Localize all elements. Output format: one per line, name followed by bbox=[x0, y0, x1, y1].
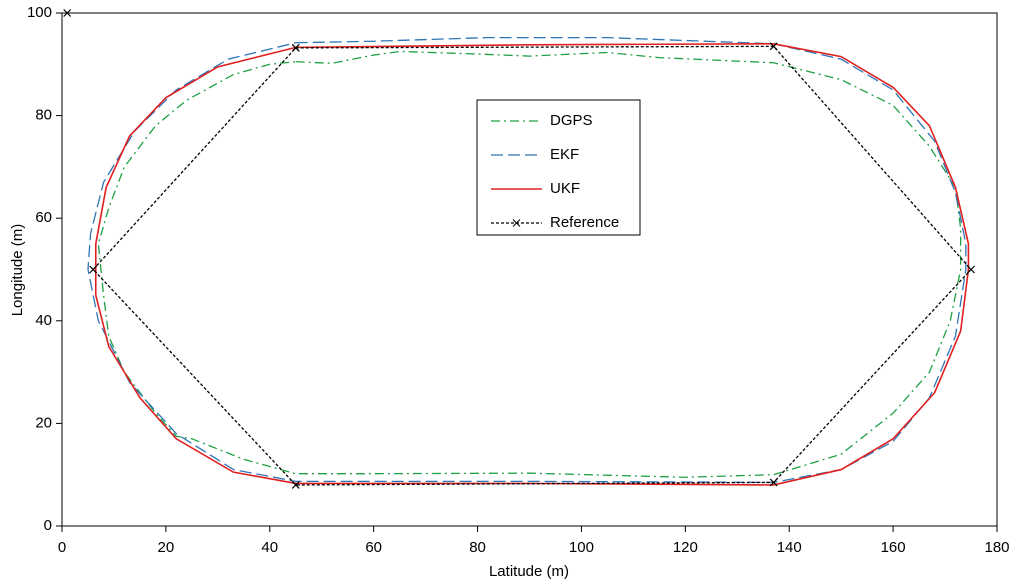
x-tick-label: 140 bbox=[777, 539, 802, 556]
series-marker bbox=[769, 478, 778, 487]
x-tick-label: 100 bbox=[569, 539, 594, 556]
x-tick-label: 20 bbox=[158, 539, 175, 556]
legend-marker bbox=[512, 219, 521, 227]
y-tick-label: 0 bbox=[44, 517, 52, 534]
legend-box bbox=[476, 99, 641, 236]
legend-label: Reference bbox=[550, 214, 619, 231]
series-marker bbox=[291, 43, 300, 52]
series-marker bbox=[89, 265, 98, 274]
y-tick-label: 100 bbox=[27, 4, 52, 21]
y-axis-title: Longitude (m) bbox=[9, 224, 26, 317]
series-marker bbox=[967, 265, 975, 274]
x-tick-label: 40 bbox=[261, 539, 278, 556]
x-axis-title: Latitude (m) bbox=[489, 563, 569, 580]
x-tick-label: 0 bbox=[58, 539, 66, 556]
series-marker bbox=[769, 42, 778, 51]
x-tick-label: 160 bbox=[881, 539, 906, 556]
legend-label: EKF bbox=[550, 146, 579, 163]
x-tick-label: 180 bbox=[984, 539, 1009, 556]
y-tick-label: 20 bbox=[35, 414, 52, 431]
series-line bbox=[67, 13, 971, 485]
x-tick-label: 120 bbox=[673, 539, 698, 556]
plot-frame bbox=[61, 12, 998, 527]
x-tick-label: 80 bbox=[469, 539, 486, 556]
x-tick-label: 60 bbox=[365, 539, 382, 556]
series-line bbox=[94, 42, 970, 486]
series-marker bbox=[291, 481, 300, 489]
series-line bbox=[97, 50, 962, 478]
legend-label: DGPS bbox=[550, 112, 593, 129]
series-marker bbox=[63, 9, 72, 17]
y-tick-label: 80 bbox=[35, 107, 52, 124]
y-tick-label: 60 bbox=[35, 209, 52, 226]
y-tick-label: 40 bbox=[35, 312, 52, 329]
legend-label: UKF bbox=[550, 180, 580, 197]
